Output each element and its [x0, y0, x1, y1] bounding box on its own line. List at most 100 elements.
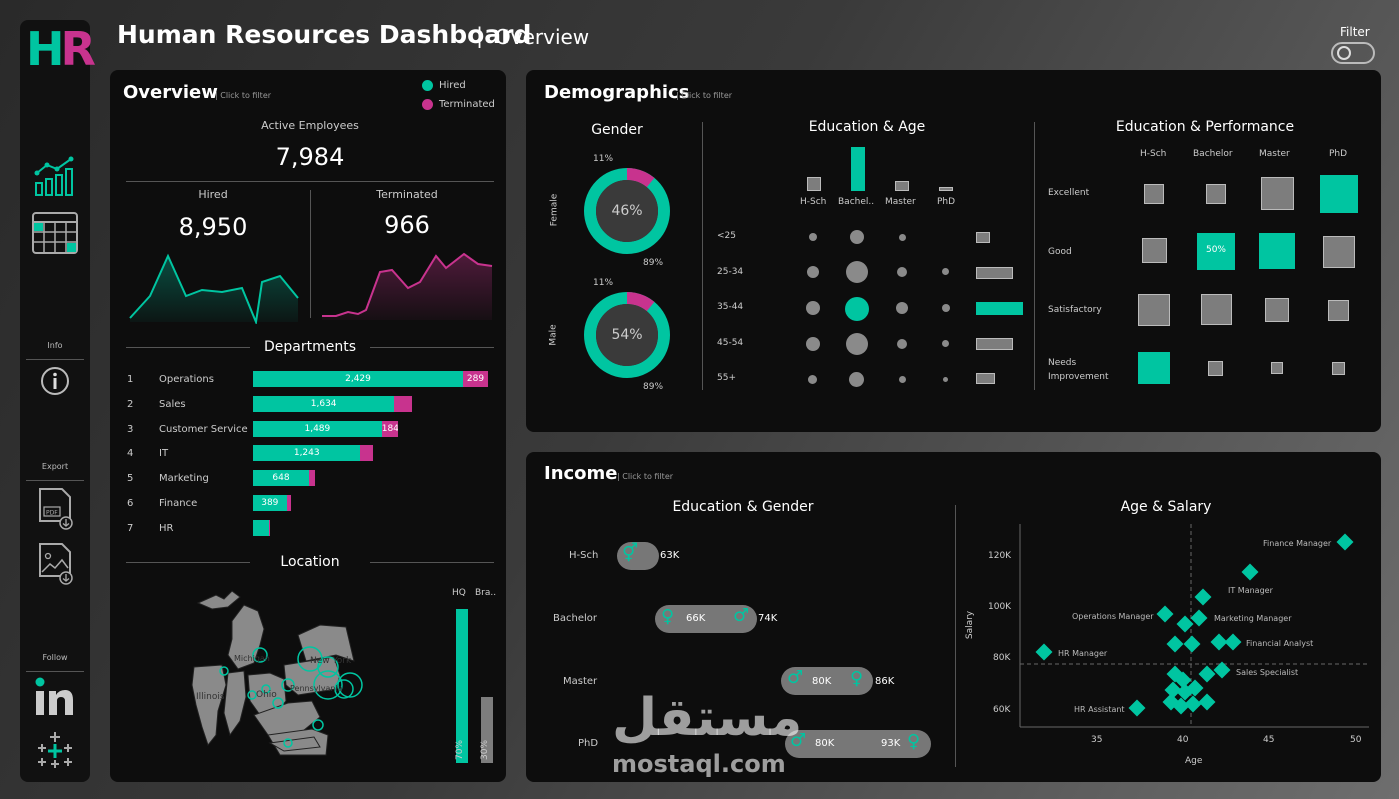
tableau-icon[interactable]	[36, 731, 74, 769]
age-bar-lt25[interactable]	[976, 232, 990, 243]
bubble[interactable]	[806, 337, 820, 351]
department-terminated-bar[interactable]	[360, 445, 373, 462]
male-donut[interactable]	[580, 288, 674, 382]
income-pill[interactable]	[617, 542, 659, 570]
age-salary-scatter[interactable]: Finance Manager IT Manager Operations Ma…	[1019, 524, 1369, 728]
department-row[interactable]: 3 Customer Service 1,489 184	[126, 420, 496, 438]
department-row[interactable]: 5 Marketing 648	[126, 469, 496, 487]
age-bar-35-44[interactable]	[976, 302, 1023, 315]
perf-cell[interactable]	[1320, 175, 1358, 213]
perf-cell[interactable]	[1259, 233, 1295, 269]
location-title: Location	[280, 554, 340, 570]
perf-cell[interactable]	[1138, 352, 1170, 384]
bubble[interactable]	[943, 377, 948, 382]
department-row[interactable]: 1 Operations 2,429 289	[126, 370, 496, 388]
department-hired-bar[interactable]: 648	[253, 470, 310, 487]
perf-cell[interactable]	[1271, 362, 1283, 374]
bubble[interactable]	[846, 261, 868, 283]
perf-cell[interactable]	[1138, 294, 1170, 326]
department-rank: 3	[127, 423, 134, 435]
point-label-hr-assistant: HR Assistant	[1074, 705, 1125, 714]
department-hired-bar[interactable]: 1,243	[253, 445, 361, 462]
perf-cell[interactable]	[1265, 298, 1289, 322]
perf-cell[interactable]	[1328, 300, 1349, 321]
department-terminated-bar[interactable]	[309, 470, 316, 487]
bubble[interactable]	[897, 267, 907, 277]
department-row[interactable]: 6 Finance 389	[126, 494, 496, 512]
department-row[interactable]: 4 IT 1,243	[126, 444, 496, 462]
department-hired-bar[interactable]: 1,634	[253, 395, 395, 412]
income-pill[interactable]	[781, 667, 873, 695]
branch-bar[interactable]	[481, 697, 493, 763]
edu-bar-master[interactable]	[895, 181, 909, 191]
hq-bar[interactable]	[456, 609, 468, 763]
bubble[interactable]	[809, 233, 817, 241]
age-bar-55plus[interactable]	[976, 373, 995, 384]
info-icon[interactable]	[40, 366, 70, 396]
active-employees-value: 7,984	[275, 143, 345, 171]
y-tick: 120K	[988, 551, 1012, 561]
bubble[interactable]	[899, 234, 906, 241]
perf-cell[interactable]	[1144, 184, 1164, 204]
edu-label-master: Master	[885, 197, 916, 207]
bubble[interactable]	[807, 266, 819, 278]
bubble[interactable]	[846, 333, 868, 355]
bubble[interactable]	[897, 339, 907, 349]
overview-chart-icon[interactable]	[33, 155, 77, 197]
perf-cell[interactable]	[1261, 177, 1294, 210]
bubble[interactable]	[942, 340, 949, 347]
details-table-icon[interactable]	[32, 212, 78, 254]
terminated-trend-chart[interactable]	[320, 252, 494, 322]
edu-bar-hsch[interactable]	[807, 177, 821, 191]
legend-hired-label: Hired	[439, 80, 466, 91]
legend-terminated-dot	[422, 99, 433, 110]
edu-bar-phd[interactable]	[939, 187, 953, 191]
perf-cell[interactable]	[1201, 294, 1232, 325]
bubble[interactable]	[806, 301, 820, 315]
hr-logo[interactable]: HR	[26, 26, 96, 72]
female-donut[interactable]	[580, 164, 674, 258]
male-symbol-icon: ♂	[733, 605, 750, 626]
bubble[interactable]	[899, 376, 906, 383]
department-terminated-bar[interactable]	[394, 395, 413, 412]
hired-trend-chart[interactable]	[128, 252, 300, 324]
perf-cell[interactable]	[1206, 184, 1226, 204]
age-bar-45-54[interactable]	[976, 338, 1013, 350]
edu-bar-bachelor[interactable]	[851, 147, 865, 191]
department-terminated-bar[interactable]: 289	[463, 371, 488, 387]
perf-cell[interactable]	[1142, 238, 1167, 263]
perf-cell-highlight[interactable]	[1197, 233, 1235, 270]
linkedin-icon[interactable]	[35, 677, 75, 717]
income-male-value: 74K	[758, 613, 778, 624]
perf-cell[interactable]	[1332, 362, 1345, 375]
age-bar-25-34[interactable]	[976, 267, 1013, 279]
department-hired-bar[interactable]	[253, 519, 269, 536]
department-terminated-bar[interactable]	[286, 495, 291, 511]
department-terminated-bar[interactable]	[268, 519, 270, 536]
perf-cell[interactable]	[1323, 236, 1355, 268]
filter-toggle[interactable]	[1331, 42, 1375, 64]
department-row[interactable]: 7 HR	[126, 519, 496, 537]
department-hired-bar[interactable]: 1,489	[253, 420, 382, 437]
location-map[interactable]: Michigan New York Illinois Ohio Pennsylv…	[188, 585, 374, 771]
bubble[interactable]	[850, 230, 864, 244]
bubble[interactable]	[849, 372, 864, 387]
department-hired-bar[interactable]: 2,429	[253, 371, 463, 387]
department-row[interactable]: 2 Sales 1,634	[126, 395, 496, 413]
bubble[interactable]	[942, 268, 949, 275]
income-pill[interactable]	[785, 730, 931, 758]
bubble[interactable]	[896, 302, 908, 314]
bubble[interactable]	[942, 304, 950, 312]
department-terminated-bar[interactable]: 184	[381, 420, 398, 437]
dashboard-subtitle: Overview	[495, 25, 590, 49]
bubble[interactable]	[808, 375, 817, 384]
department-hired-bar[interactable]: 389	[253, 495, 287, 511]
department-rank: 6	[127, 498, 134, 509]
female-pct: 46%	[611, 203, 643, 219]
export-pdf-icon[interactable]: PDF	[36, 487, 76, 531]
export-image-icon[interactable]	[36, 542, 76, 586]
income-pill[interactable]	[655, 605, 757, 633]
perf-cell[interactable]	[1208, 361, 1223, 376]
bubble[interactable]	[845, 297, 869, 321]
edu-perf-title: Education & Performance	[1115, 119, 1295, 135]
